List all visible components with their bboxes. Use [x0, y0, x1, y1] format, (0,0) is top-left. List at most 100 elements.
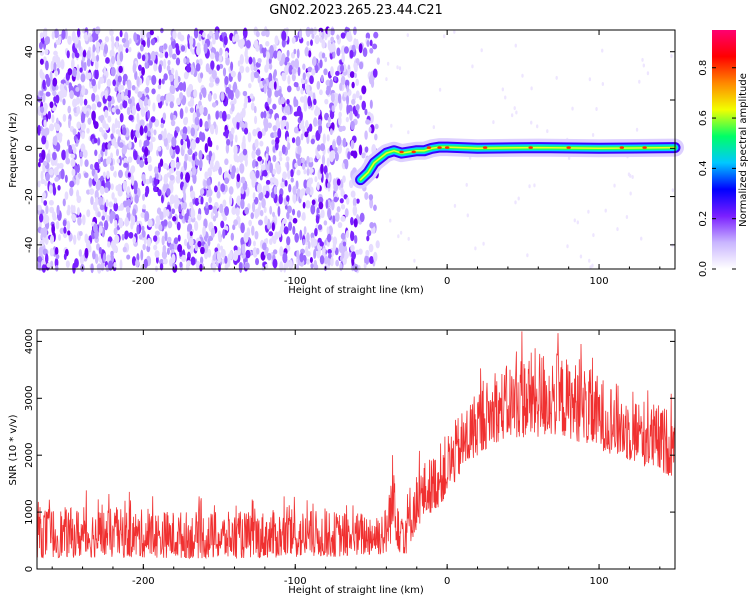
spectrogram-noise-blob [37, 260, 42, 271]
spectrogram-noise-blob [268, 108, 274, 115]
spectrogram-noise-blob [240, 176, 246, 184]
x-tick-label: 100 [590, 276, 609, 287]
spectrogram-noise-blob [197, 240, 202, 248]
spectrogram-noise-blob [110, 66, 116, 77]
spectrogram-noise-blob [37, 180, 41, 188]
spectrogram-noise-blob [125, 39, 130, 49]
spectrogram-noise-blob [285, 121, 289, 131]
spectrogram-noise-blob [115, 148, 120, 157]
spectrogram-noise-blob [162, 163, 169, 170]
y-tick-label: 0 [24, 145, 35, 151]
spectrogram-noise-blob [67, 230, 71, 236]
spectrogram-faint-point [641, 57, 644, 62]
spectrogram-noise-blob [239, 53, 244, 65]
spectrogram-noise-blob [202, 106, 208, 117]
spectrogram-noise-blob [69, 187, 74, 197]
spectrogram-noise-blob [136, 253, 140, 262]
spectrogram-noise-blob [274, 35, 279, 45]
spectrogram-noise-blob [190, 139, 196, 150]
spectrogram-noise-blob [52, 90, 57, 97]
spectrogram-noise-blob [177, 244, 183, 253]
spectrogram-noise-blob [216, 64, 220, 71]
spectrogram-noise-blob [147, 218, 153, 228]
spectrogram-noise-blob [99, 204, 105, 211]
spectrogram-noise-blob [305, 26, 311, 38]
spectrogram-noise-blob [219, 203, 224, 214]
spectrogram-noise-blob [170, 112, 174, 121]
spectrogram-noise-blob [330, 199, 335, 211]
spectrogram-noise-blob [294, 58, 299, 69]
spectrogram-noise-blob [172, 261, 176, 270]
spectrogram-faint-point [555, 75, 558, 80]
spectrogram-noise-blob [142, 204, 146, 210]
spectrogram-noise-blob [114, 117, 118, 129]
spectrogram-noise-blob [317, 119, 322, 127]
spectrogram-noise-blob [37, 161, 41, 168]
x-tick-label: -100 [284, 276, 307, 287]
spectrogram-noise-blob [153, 129, 157, 136]
spectrogram-noise-blob [54, 28, 59, 39]
spectrogram-noise-blob [42, 212, 47, 223]
spectrogram-noise-blob [356, 198, 360, 204]
spectrogram-noise-blob [80, 73, 86, 83]
spectrogram-noise-blob [241, 244, 246, 255]
spectrogram-noise-blob [132, 62, 137, 74]
spectrogram-noise-blob [286, 195, 290, 202]
spectrogram-noise-blob [199, 256, 204, 265]
spectrogram-noise-blob [157, 84, 162, 90]
spectrogram-noise-blob [106, 170, 110, 180]
spectrogram-noise-blob [286, 85, 292, 93]
spectrogram-noise-blob [306, 258, 310, 265]
spectrogram-noise-blob [86, 127, 90, 134]
spectrogram-x-label: Height of straight line (km) [288, 285, 424, 296]
spectrogram-noise-blob [265, 40, 270, 47]
spectrogram-noise-blob [271, 139, 276, 146]
spectrogram-noise-blob [71, 58, 75, 70]
spectrogram-noise-blob [353, 26, 357, 36]
spectrogram-noise-blob [310, 263, 314, 269]
spectrogram-noise-blob [169, 101, 174, 109]
colorbar-tick-label: 0.4 [698, 160, 709, 176]
spectrogram-noise-blob [342, 256, 347, 265]
spectrogram-noise-blob [344, 79, 350, 87]
spectrogram-noise-blob [215, 51, 220, 62]
spectrogram-noise-blob [233, 151, 238, 163]
spectrogram-noise-blob [139, 159, 145, 168]
spectrogram-noise-blob [307, 241, 311, 250]
spectrogram-noise-blob [269, 162, 274, 174]
spectrogram-noise-blob [105, 70, 109, 78]
spectrogram-noise-blob [94, 161, 100, 171]
spectrogram-noise-blob [210, 227, 216, 238]
track-peak-dot [444, 146, 450, 149]
spectrogram-noise-blob [326, 134, 330, 142]
spectrogram-noise-blob [260, 111, 265, 119]
spectrogram-noise-blob [58, 162, 64, 169]
spectrogram-noise-blob [256, 247, 260, 255]
spectrogram-noise-blob [306, 232, 310, 243]
spectrogram-noise-blob [64, 191, 69, 200]
spectrogram-noise-blob [171, 53, 177, 60]
spectrogram-noise-blob [312, 56, 317, 67]
spectrogram-noise-blob [114, 219, 118, 229]
spectrogram-noise-blob [261, 197, 266, 209]
spectrogram-noise-blob [347, 151, 351, 160]
spectrogram-noise-blob [176, 161, 180, 170]
spectrogram-noise-blob [313, 98, 317, 106]
spectrogram-noise-blob [45, 60, 49, 71]
spectrogram-noise-blob [376, 57, 381, 65]
spectrogram-noise-blob [37, 256, 43, 263]
spectrogram-noise-blob [325, 172, 329, 179]
spectrogram-noise-blob [250, 71, 255, 83]
spectrogram-noise-blob [354, 72, 357, 79]
spectrogram-noise-blob [83, 106, 87, 114]
spectrogram-faint-point [546, 129, 549, 134]
spectrogram-noise-blob [350, 139, 355, 150]
spectrogram-noise-blob [110, 239, 116, 250]
spectrogram-noise-blob [150, 136, 156, 143]
spectrogram-noise-blob [127, 98, 132, 105]
spectrogram-noise-blob [349, 71, 355, 79]
spectrogram-noise-blob [308, 50, 312, 58]
spectrogram-noise-blob [325, 199, 329, 209]
spectrogram-faint-point [613, 183, 616, 188]
spectrogram-noise-blob [105, 57, 110, 64]
